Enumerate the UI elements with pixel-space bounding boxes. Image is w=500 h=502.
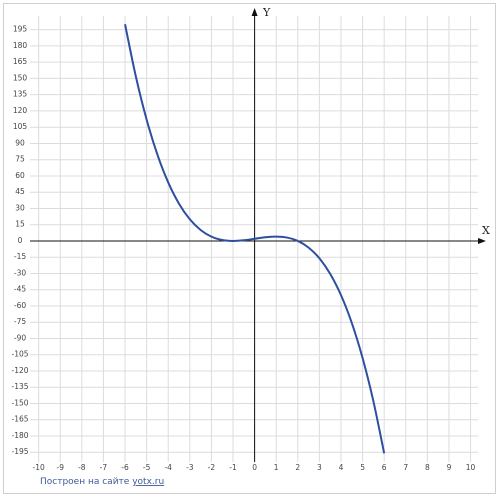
x-tick-label: -2 [208, 463, 216, 472]
y-tick-label: 60 [15, 171, 25, 180]
x-tick-label: 0 [252, 463, 257, 472]
y-tick-label: -30 [14, 268, 26, 277]
y-tick-label: -180 [11, 431, 28, 440]
y-tick-label: 120 [13, 106, 28, 115]
y-axis-label: Y [262, 6, 271, 19]
footer-link[interactable]: yotx.ru [132, 477, 164, 487]
x-tick-label: -6 [121, 463, 129, 472]
y-tick-label: 0 [18, 236, 23, 245]
x-tick-label: 3 [317, 463, 322, 472]
x-tick-label: 7 [403, 463, 408, 472]
y-tick-label: 105 [13, 122, 28, 131]
y-tick-label: -60 [14, 301, 26, 310]
x-axis-label: X [482, 224, 490, 237]
y-tick-label: -75 [14, 317, 26, 326]
y-tick-label: 195 [13, 25, 28, 34]
x-tick-label: -7 [100, 463, 108, 472]
x-tick-label: 5 [360, 463, 365, 472]
x-tick-label: 6 [382, 463, 387, 472]
y-tick-label: 15 [15, 220, 25, 229]
y-tick-label: 30 [15, 203, 25, 212]
x-tick-label: -4 [164, 463, 172, 472]
x-tick-label: 9 [447, 463, 452, 472]
x-tick-label: -8 [78, 463, 86, 472]
y-tick-label: 90 [15, 138, 25, 147]
footer-caption: Построен на сайте [40, 477, 130, 487]
x-tick-label: -3 [186, 463, 194, 472]
x-tick-label: -5 [143, 463, 151, 472]
curve [124, 24, 386, 454]
y-axis-arrow [251, 8, 258, 16]
footer-text: Построен на сайте yotx.ru [40, 477, 164, 487]
y-tick-label: -165 [11, 415, 28, 424]
y-tick-label: -135 [11, 382, 28, 391]
y-tick-label: -120 [11, 366, 28, 375]
x-tick-label: -9 [56, 463, 64, 472]
y-tick-label: -45 [14, 285, 26, 294]
y-tick-label: 180 [13, 41, 28, 50]
y-tick-label: -15 [14, 252, 26, 261]
y-tick-label: 165 [13, 57, 28, 66]
y-tick-label: -150 [11, 398, 28, 407]
y-tick-label: -90 [14, 333, 26, 342]
frame [3, 3, 496, 494]
x-tick-label: -1 [229, 463, 237, 472]
x-tick-label: 10 [466, 463, 476, 472]
x-tick-label: 1 [274, 463, 279, 472]
x-tick-label: -10 [33, 463, 45, 472]
y-tick-label: 45 [15, 187, 25, 196]
y-tick-label: 75 [15, 155, 25, 164]
y-tick-label: -105 [11, 350, 28, 359]
y-tick-label: 150 [13, 73, 28, 82]
x-tick-label: 8 [425, 463, 430, 472]
x-tick-label: 4 [339, 463, 344, 472]
x-tick-label: 2 [295, 463, 300, 472]
y-tick-label: 135 [13, 90, 28, 99]
y-tick-label: -195 [11, 447, 28, 456]
x-axis-arrow [478, 237, 486, 244]
